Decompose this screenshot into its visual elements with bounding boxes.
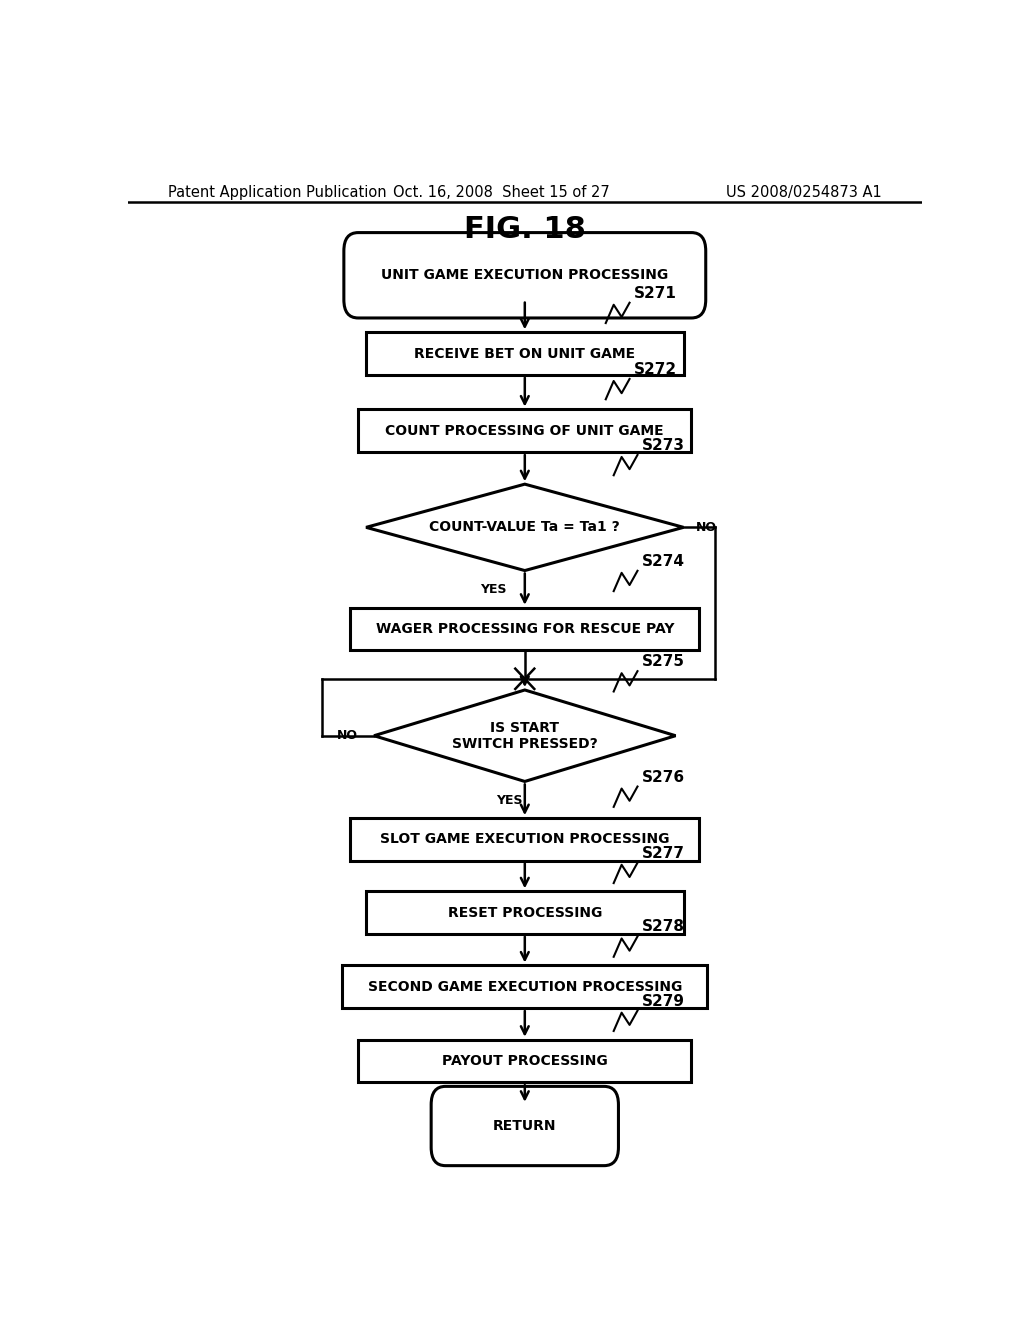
Text: S276: S276 — [642, 770, 685, 784]
Polygon shape — [374, 690, 676, 781]
Text: S272: S272 — [634, 362, 678, 378]
Bar — [367, 891, 684, 935]
FancyBboxPatch shape — [344, 232, 706, 318]
Text: IS START
SWITCH PRESSED?: IS START SWITCH PRESSED? — [452, 721, 598, 751]
Text: PAYOUT PROCESSING: PAYOUT PROCESSING — [442, 1053, 607, 1068]
Bar — [350, 818, 699, 861]
Text: S271: S271 — [634, 285, 677, 301]
Polygon shape — [367, 484, 684, 570]
Text: COUNT-VALUE Ta = Ta1 ?: COUNT-VALUE Ta = Ta1 ? — [429, 520, 621, 535]
Text: S278: S278 — [642, 920, 685, 935]
Bar — [342, 965, 708, 1008]
Text: US 2008/0254873 A1: US 2008/0254873 A1 — [726, 185, 882, 201]
Text: RETURN: RETURN — [493, 1119, 557, 1133]
Bar — [358, 409, 691, 453]
Text: YES: YES — [496, 793, 522, 807]
Bar — [350, 607, 699, 651]
Text: Oct. 16, 2008  Sheet 15 of 27: Oct. 16, 2008 Sheet 15 of 27 — [392, 185, 609, 201]
Text: S274: S274 — [642, 554, 685, 569]
Bar — [367, 333, 684, 375]
Text: SECOND GAME EXECUTION PROCESSING: SECOND GAME EXECUTION PROCESSING — [368, 979, 682, 994]
Text: NO: NO — [337, 729, 358, 742]
FancyBboxPatch shape — [431, 1086, 618, 1166]
Text: NO: NO — [695, 521, 717, 533]
Text: S277: S277 — [642, 846, 685, 861]
Text: WAGER PROCESSING FOR RESCUE PAY: WAGER PROCESSING FOR RESCUE PAY — [376, 622, 674, 636]
Text: S279: S279 — [642, 994, 685, 1008]
Text: RECEIVE BET ON UNIT GAME: RECEIVE BET ON UNIT GAME — [415, 347, 635, 360]
Bar — [358, 1040, 691, 1082]
Text: SLOT GAME EXECUTION PROCESSING: SLOT GAME EXECUTION PROCESSING — [380, 833, 670, 846]
Text: YES: YES — [480, 582, 506, 595]
Text: UNIT GAME EXECUTION PROCESSING: UNIT GAME EXECUTION PROCESSING — [381, 268, 669, 282]
Text: RESET PROCESSING: RESET PROCESSING — [447, 906, 602, 920]
Text: FIG. 18: FIG. 18 — [464, 215, 586, 244]
Text: S273: S273 — [642, 438, 685, 453]
Text: S275: S275 — [642, 655, 685, 669]
Text: Patent Application Publication: Patent Application Publication — [168, 185, 386, 201]
Text: COUNT PROCESSING OF UNIT GAME: COUNT PROCESSING OF UNIT GAME — [385, 424, 665, 438]
